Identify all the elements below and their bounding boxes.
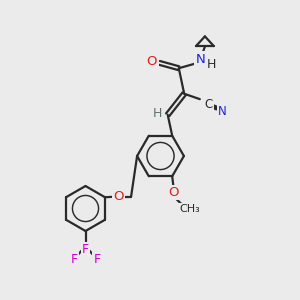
Text: F: F	[82, 243, 89, 256]
Text: F: F	[70, 253, 78, 266]
Text: N: N	[196, 53, 205, 66]
Text: H: H	[207, 58, 217, 71]
Text: H: H	[152, 107, 162, 120]
Text: C: C	[204, 98, 212, 111]
Text: F: F	[93, 253, 100, 266]
Text: N: N	[218, 105, 227, 118]
Text: CH₃: CH₃	[180, 204, 201, 214]
Text: O: O	[146, 55, 157, 68]
Text: O: O	[169, 186, 179, 199]
Text: O: O	[113, 190, 124, 203]
